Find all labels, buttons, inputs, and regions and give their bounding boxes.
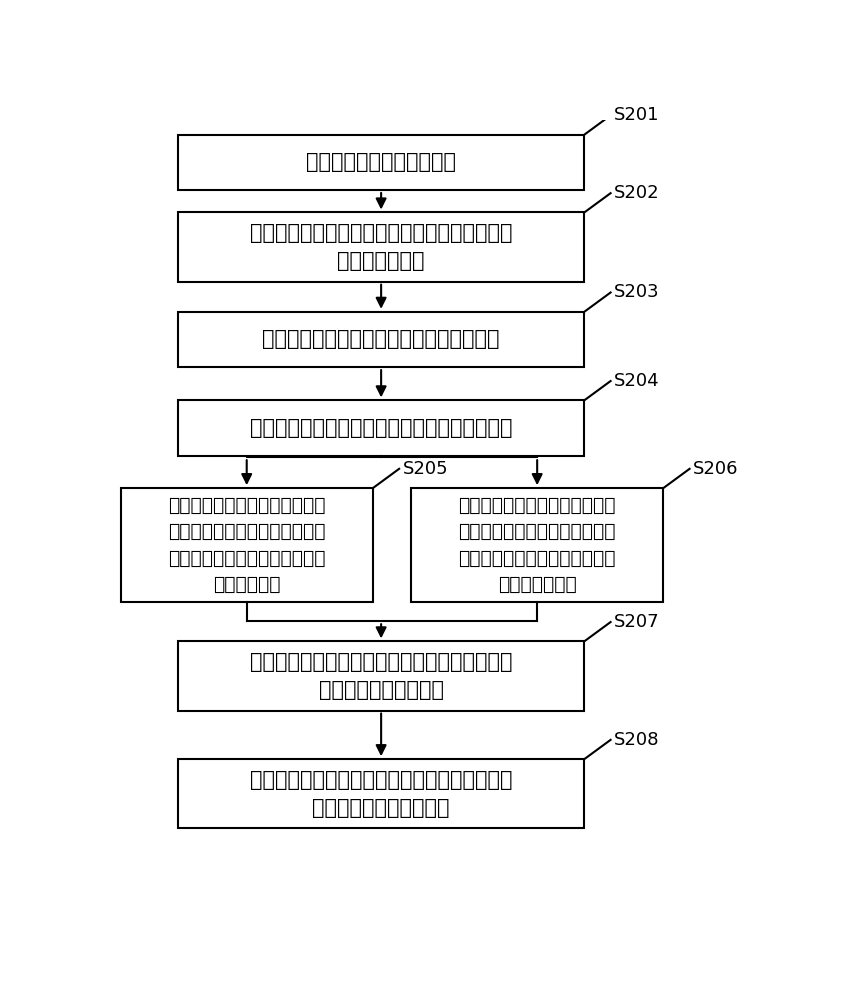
Bar [178, 400, 585, 456]
Bar [178, 312, 585, 367]
Text: S203: S203 [614, 283, 660, 301]
Bar [178, 641, 585, 711]
Text: 采用所述当前电阻值更新所述预存电阻值，用以
对电池的电量值进行校准: 采用所述当前电阻值更新所述预存电阻值，用以 对电池的电量值进行校准 [250, 770, 513, 818]
Text: S207: S207 [614, 613, 660, 631]
Text: S205: S205 [403, 460, 448, 478]
Text: S201: S201 [614, 106, 659, 124]
Text: 当所述电池状态信息和所述当前电量值匹配不一
致时，计算当前电阻值: 当所述电池状态信息和所述当前电量值匹配不一 致时，计算当前电阻值 [250, 652, 513, 700]
Text: 将所述电池状态信息和所述当前电量值进行匹配: 将所述电池状态信息和所述当前电量值进行匹配 [250, 418, 513, 438]
Text: S204: S204 [614, 372, 660, 390]
Bar [411, 488, 663, 602]
Text: S202: S202 [614, 184, 660, 202]
Text: 当所述电池充电结束且所述当前
电量值小于满格电量时，确定所
述电池状态信息和所述当前电量
值匹配不一致: 当所述电池充电结束且所述当前 电量值小于满格电量时，确定所 述电池状态信息和所述… [168, 496, 326, 594]
Text: 当所述电池充电未结束且所述当
前电量值等于满格电量时，确定
所述电池状态信息和所述当前电
量值匹配不一致: 当所述电池充电未结束且所述当 前电量值等于满格电量时，确定 所述电池状态信息和所… [459, 496, 616, 594]
Text: 检测到对所述电池开始充电时，获取所述电池的
初始充电电量值: 检测到对所述电池开始充电时，获取所述电池的 初始充电电量值 [250, 223, 513, 271]
Text: 检测所述电池的电池状态信息和当前电量值: 检测所述电池的电池状态信息和当前电量值 [262, 329, 500, 349]
Text: 获取电池对应的预存电阻值: 获取电池对应的预存电阻值 [306, 152, 456, 172]
Text: S208: S208 [614, 731, 659, 749]
Bar [178, 759, 585, 828]
Bar [178, 212, 585, 282]
Text: S206: S206 [693, 460, 739, 478]
Bar [178, 135, 585, 190]
Bar [120, 488, 373, 602]
